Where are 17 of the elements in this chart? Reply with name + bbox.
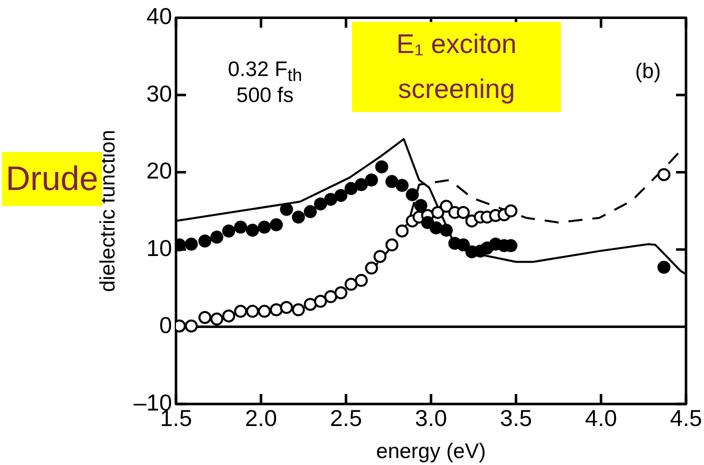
x-tick-label: 3.5 [500,405,532,432]
x-tick-label: 2.5 [330,405,362,432]
annotation: 500 fs [235,84,295,108]
x-tick-label: 3.0 [415,405,447,432]
x-axis-title: energy (eV) [376,440,486,464]
x-tick-label: 4.0 [585,405,618,432]
annotation: (b) [634,60,662,84]
annotation: screening [396,73,516,106]
x-tick-label: 2.0 [245,405,277,432]
annotation: E₁ exciton [395,28,518,61]
y-tick-label: 0 [159,312,172,338]
x-tick-label: 4.5 [670,405,702,432]
annotation: 0.32 F$_{th}$ [226,58,304,86]
y-tick-label: 20 [146,158,172,184]
y-tick-label: 30 [146,80,172,106]
y-tick-label: 40 [146,3,172,30]
y-tick-label: 10 [146,234,172,261]
